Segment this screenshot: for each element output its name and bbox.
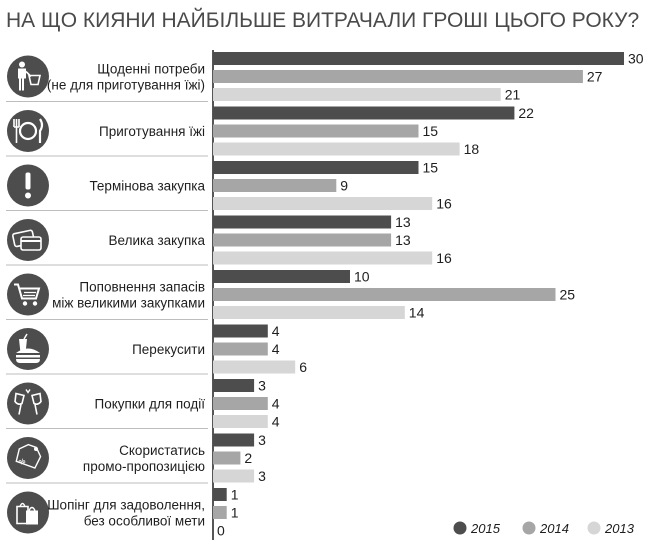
champagne-glasses-icon — [7, 382, 49, 425]
value-label: 16 — [436, 250, 452, 266]
value-label: 3 — [258, 468, 266, 484]
exclamation-icon — [7, 164, 49, 207]
svg-text:%: % — [18, 457, 27, 466]
bar-2015 — [213, 324, 268, 338]
bar-2013 — [213, 197, 433, 210]
value-label: 3 — [258, 378, 266, 394]
bar-2015 — [213, 215, 392, 229]
value-label: 1 — [231, 487, 239, 503]
legend-swatch-2015 — [453, 521, 467, 535]
value-label: 15 — [423, 160, 439, 176]
value-label: 30 — [628, 51, 644, 67]
chart-title: НА ЩО КИЯНИ НАЙБІЛЬШЕ ВИТРАЧАЛИ ГРОШІ ЦЬ… — [6, 8, 639, 32]
category-label: Шопінг для задоволення, — [47, 498, 205, 513]
bar-2015 — [213, 270, 350, 283]
value-label: 27 — [587, 69, 603, 85]
bar-2014 — [213, 342, 268, 356]
category-label: (не для приготування їжі) — [47, 78, 205, 93]
bar-2014 — [213, 233, 392, 247]
value-label: 4 — [272, 323, 280, 339]
value-label: 4 — [272, 414, 280, 430]
bar-2015 — [213, 161, 419, 174]
category-label: Термінова закупка — [89, 179, 205, 194]
bar-2014 — [213, 179, 337, 192]
credit-cards-icon — [7, 219, 49, 261]
bar-2013 — [213, 360, 296, 374]
bar-2015 — [213, 106, 515, 120]
legend: 2015 2014 2013 — [453, 521, 635, 536]
category-label: Велика закупка — [109, 233, 206, 248]
icon-column: % — [7, 55, 49, 534]
bar-2013 — [213, 142, 460, 156]
legend-swatch-2013 — [587, 521, 601, 535]
category-label: без особливої мети — [84, 514, 205, 529]
value-label: 0 — [217, 523, 225, 539]
legend-label-2013: 2013 — [604, 521, 635, 536]
category-label: Щоденні потреби — [97, 62, 205, 77]
bar-2015 — [213, 433, 255, 447]
category-label: Скористатись — [119, 443, 205, 458]
value-label: 22 — [518, 105, 534, 121]
value-label: 4 — [272, 341, 280, 357]
bar-2014 — [213, 288, 556, 301]
bar-2015 — [213, 379, 255, 392]
value-label: 13 — [395, 232, 411, 248]
category-label: Покупки для події — [95, 397, 206, 412]
value-label: 6 — [299, 359, 307, 375]
person-basket-icon — [7, 55, 49, 98]
sale-tag-icon: % — [7, 437, 49, 479]
value-label: 14 — [409, 305, 425, 321]
category-label: Перекусити — [132, 342, 205, 357]
value-label: 15 — [423, 123, 439, 139]
shopping-bags-icon — [7, 491, 49, 534]
bar-2014 — [213, 124, 419, 138]
bar-2013 — [213, 88, 501, 101]
value-label: 16 — [436, 196, 452, 212]
snack-drink-burger-icon — [7, 328, 49, 370]
legend-swatch-2014 — [522, 521, 536, 535]
value-label: 18 — [464, 141, 480, 157]
category-label: між великими закупками — [52, 296, 205, 311]
bar-2015 — [213, 488, 227, 501]
bar-2013 — [213, 306, 405, 319]
value-label: 9 — [340, 178, 348, 194]
bar-2013 — [213, 251, 433, 265]
value-label: 25 — [560, 287, 576, 303]
value-label: 1 — [231, 505, 239, 521]
bar-2013 — [213, 415, 268, 428]
value-label: 3 — [258, 432, 266, 448]
value-label: 4 — [272, 396, 280, 412]
value-label: 21 — [505, 87, 521, 103]
category-label: промо-пропозицією — [83, 459, 205, 474]
value-label: 2 — [244, 450, 252, 466]
category-label: Приготування їжі — [99, 124, 205, 139]
shopping-cart-icon — [7, 273, 49, 316]
bar-2014 — [213, 506, 227, 519]
fork-plate-knife-icon — [7, 110, 49, 152]
value-label: 10 — [354, 269, 370, 285]
bar-2014 — [213, 451, 241, 465]
bar-2014 — [213, 70, 583, 83]
bars: 3027212215181591613131610251444634432311… — [213, 51, 644, 539]
value-label: 13 — [395, 214, 411, 230]
bar-2015 — [213, 52, 624, 65]
legend-label-2015: 2015 — [470, 521, 501, 536]
bar-2014 — [213, 397, 268, 410]
category-label: Поповнення запасів — [79, 280, 205, 295]
legend-label-2014: 2014 — [539, 521, 569, 536]
bar-2013 — [213, 469, 255, 483]
category-labels: Щоденні потреби(не для приготування їжі)… — [6, 62, 208, 529]
